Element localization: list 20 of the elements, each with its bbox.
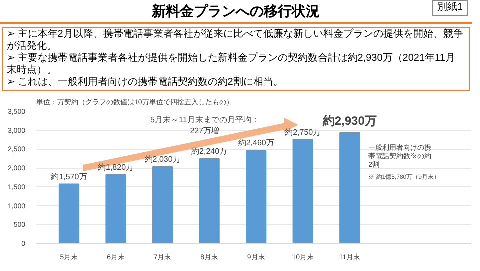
bar <box>106 174 126 244</box>
data-label: 約2,030万 <box>144 154 181 164</box>
data-label: 約1,570万 <box>51 172 88 182</box>
annotation: 5月末～11月末までの月平均：227万増 <box>150 116 260 136</box>
data-label: 約2,930万 <box>322 114 377 128</box>
data-label: 約2,750万 <box>285 128 322 137</box>
bar <box>199 158 220 244</box>
chart-title: 新料金プランへの移行状況 <box>152 3 320 19</box>
bar <box>246 150 267 244</box>
data-label: 約1,820万 <box>98 162 134 172</box>
text: ➢ 主要な携帯電話事業者各社が提供を開始した新料金プランの契約数合計は約2,930万（2021年11月末時点）。 <box>7 53 456 76</box>
bar <box>58 184 80 244</box>
bar <box>152 166 174 244</box>
text: ➢ 主に本年2月以降、携帯電話事業者各社が従来に比べて低廉な新しい料金プランの提供を開始、競争が活発化。 <box>7 29 464 52</box>
bar <box>340 132 360 244</box>
text: 別紙1 <box>432 0 468 16</box>
data-label: 約2,240万 <box>192 147 228 156</box>
data-label: 約2,460万 <box>238 138 274 148</box>
text: ➢ これは、一般利用者向けの携帯電話契約数の約2割に相当。 <box>7 77 284 89</box>
bar <box>292 139 314 244</box>
